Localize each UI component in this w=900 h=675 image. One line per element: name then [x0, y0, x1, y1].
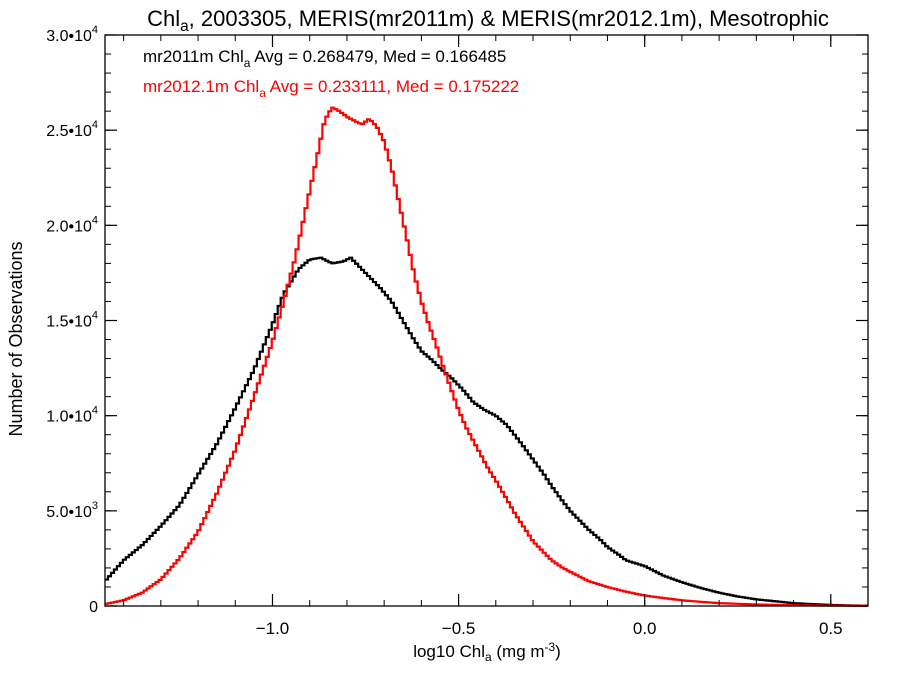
histogram-series-mr2011m	[105, 256, 869, 607]
x-tick-label: −1.0	[256, 619, 290, 638]
y-tick-label: 3.0•104	[46, 24, 98, 45]
y-tick-label: 2.0•104	[46, 214, 98, 235]
y-tick-label: 0	[89, 599, 98, 616]
legend-entry-2: mr2012.1m Chla Avg = 0.233111, Med = 0.1…	[143, 77, 519, 100]
y-tick-label: 1.5•104	[46, 310, 98, 331]
y-tick-label: 5.0•103	[46, 500, 98, 521]
y-tick-label: 2.5•104	[46, 119, 98, 140]
y-axis-label: Number of Observations	[6, 241, 26, 436]
chart-title: Chla, 2003305, MERIS(mr2011m) & MERIS(mr…	[147, 6, 829, 35]
histogram-series-mr2012-1m	[105, 106, 869, 607]
series-layer	[105, 106, 869, 607]
y-tick-label: 1.0•104	[46, 405, 98, 426]
x-axis-label: log10 Chla (mg m-3)	[413, 640, 561, 664]
x-tick-label: 0.5	[819, 619, 843, 638]
legend-entry-1: mr2011m Chla Avg = 0.268479, Med = 0.166…	[143, 47, 506, 70]
x-tick-label: −0.5	[442, 619, 476, 638]
x-tick-label: 0.0	[633, 619, 657, 638]
axes-layer: −1.0 −0.5 0.0 0.5 0 5.0•103 1.0•104 1.5•104 2.0•…	[46, 24, 869, 638]
legend: mr2011m Chla Avg = 0.268479, Med = 0.166…	[143, 47, 519, 100]
